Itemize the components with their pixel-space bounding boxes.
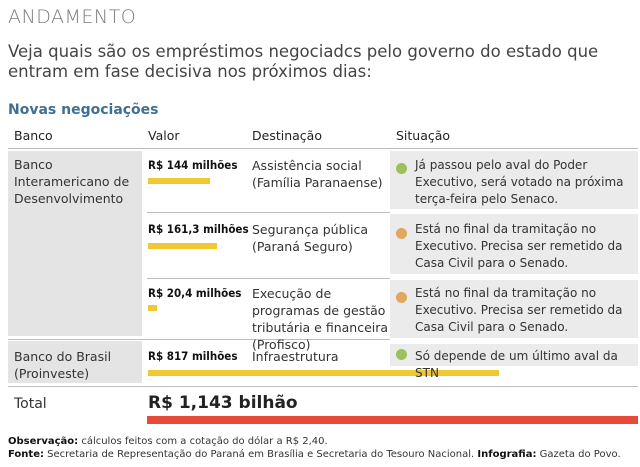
observation-note: Observação: cálculos feitos com a cotaçã… (8, 436, 328, 447)
section-title: Novas negociações (8, 102, 159, 118)
row-divider-3 (8, 339, 390, 340)
intro-text: Veja quais são os empréstimos negociadcs… (8, 42, 599, 81)
footnotes: Observação: cálculos feitos com a cotaçã… (8, 435, 638, 461)
column-header-bank: Banco (14, 128, 53, 143)
status-dot-row-4 (396, 349, 407, 360)
value-row-2: R$ 161,3 milhões (148, 222, 249, 236)
situation-bg-4 (390, 344, 638, 366)
bank-name-bb: Banco do Brasil (Proinveste) (14, 349, 112, 381)
amount-bar-row-4 (148, 370, 499, 376)
bank-name-bid: Banco Interamericano de Desenvolvimento (14, 157, 130, 206)
total-label: Total (14, 396, 47, 412)
status-dot-row-2 (396, 228, 407, 239)
row-divider-2 (147, 278, 390, 279)
destination-row-4: Infraestrutura (252, 349, 339, 364)
value-row-3: R$ 20,4 milhões (148, 286, 242, 300)
row-divider-1 (147, 212, 390, 213)
column-header-destination: Destinação (252, 128, 322, 143)
bank-cell-bg-bid (8, 151, 142, 336)
amount-bar-row-3 (148, 305, 157, 311)
situation-bg-1 (390, 151, 638, 209)
destination-row-2: Segurança pública (Paraná Seguro) (252, 222, 368, 254)
amount-bar-row-2 (148, 243, 217, 249)
row-divider-total (8, 386, 638, 387)
column-header-value: Valor (148, 128, 180, 143)
status-dot-row-1 (396, 163, 407, 174)
situation-row-1: Já passou pelo aval do Poder Executivo, … (415, 158, 624, 206)
column-header-situation: Situação (396, 128, 451, 143)
total-amount-bar (147, 416, 638, 424)
status-dot-row-3 (396, 292, 407, 303)
bank-cell-bg-bb (8, 341, 142, 383)
situation-row-2: Está no final da tramitação no Executivo… (415, 222, 623, 270)
value-row-4: R$ 817 milhões (148, 349, 238, 363)
situation-row-4: Só depende de um último aval da STN (415, 349, 618, 380)
amount-bar-row-1 (148, 178, 210, 184)
destination-row-3: Execução de programas de gestão tributár… (252, 286, 389, 352)
page-title: ANDAMENTO (8, 6, 137, 28)
situation-bg-2 (390, 214, 638, 274)
source-note: Fonte: Secretaria de Representação do Pa… (8, 449, 621, 460)
header-divider (8, 148, 638, 149)
total-value: R$ 1,143 bilhão (148, 393, 298, 413)
situation-bg-3 (390, 280, 638, 338)
value-row-1: R$ 144 milhões (148, 158, 238, 172)
destination-row-1: Assistência social (Família Paranaense) (252, 158, 383, 190)
situation-row-3: Está no final da tramitação no Executivo… (415, 286, 623, 334)
